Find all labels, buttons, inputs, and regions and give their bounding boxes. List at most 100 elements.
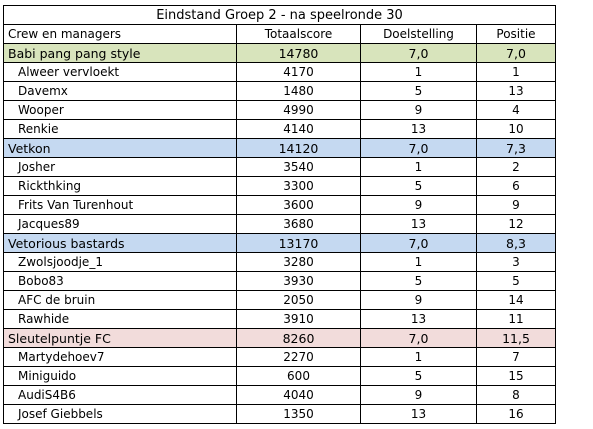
player-row: Miniguido 600 5 15 — [3, 366, 556, 386]
player-row: AudiS4B6 4040 9 8 — [3, 385, 556, 405]
player-score: 3540 — [236, 157, 361, 177]
player-score: 3300 — [236, 176, 361, 196]
team-score: 14780 — [236, 43, 361, 63]
player-row: Renkie 4140 13 10 — [3, 119, 556, 139]
team-score: 14120 — [236, 138, 361, 158]
player-row: Rickthking 3300 5 6 — [3, 176, 556, 196]
player-position: 12 — [476, 214, 556, 234]
player-name: AFC de bruin — [3, 290, 237, 310]
team-row: Vetkon 14120 7,0 7,3 — [3, 138, 556, 158]
player-score: 4040 — [236, 385, 361, 405]
player-name: Rawhide — [3, 309, 237, 329]
player-score: 4170 — [236, 62, 361, 82]
player-position: 1 — [476, 62, 556, 82]
player-row: Josef Giebbels 1350 13 16 — [3, 404, 556, 424]
player-row: Zwolsjoodje_1 3280 1 3 — [3, 252, 556, 272]
player-goal: 5 — [360, 271, 477, 291]
player-name: Bobo83 — [3, 271, 237, 291]
player-row: Bobo83 3930 5 5 — [3, 271, 556, 291]
player-position: 9 — [476, 195, 556, 215]
team-name: Babi pang pang style — [3, 43, 237, 63]
player-score: 3280 — [236, 252, 361, 272]
player-row: Alweer vervloekt 4170 1 1 — [3, 62, 556, 82]
team-score: 8260 — [236, 328, 361, 348]
header-position: Positie — [476, 24, 556, 44]
player-name: Alweer vervloekt — [3, 62, 237, 82]
team-row: Babi pang pang style 14780 7,0 7,0 — [3, 43, 556, 63]
player-row: Wooper 4990 9 4 — [3, 100, 556, 120]
team-name: Vetorious bastards — [3, 233, 237, 253]
player-score: 2270 — [236, 347, 361, 367]
player-position: 13 — [476, 81, 556, 101]
player-row: Josher 3540 1 2 — [3, 157, 556, 177]
team-goal: 7,0 — [360, 328, 477, 348]
player-name: Miniguido — [3, 366, 237, 386]
player-row: Davemx 1480 5 13 — [3, 81, 556, 101]
player-goal: 1 — [360, 252, 477, 272]
player-name: Jacques89 — [3, 214, 237, 234]
player-position: 7 — [476, 347, 556, 367]
standings-table: Eindstand Groep 2 - na speelronde 30 Cre… — [3, 5, 556, 424]
player-score: 3930 — [236, 271, 361, 291]
title-row: Eindstand Groep 2 - na speelronde 30 — [3, 5, 556, 25]
player-score: 3600 — [236, 195, 361, 215]
player-position: 10 — [476, 119, 556, 139]
team-position: 11,5 — [476, 328, 556, 348]
player-name: Zwolsjoodje_1 — [3, 252, 237, 272]
player-goal: 13 — [360, 404, 477, 424]
player-score: 1350 — [236, 404, 361, 424]
player-position: 3 — [476, 252, 556, 272]
team-row: Vetorious bastards 13170 7,0 8,3 — [3, 233, 556, 253]
player-row: Rawhide 3910 13 11 — [3, 309, 556, 329]
player-position: 2 — [476, 157, 556, 177]
player-score: 2050 — [236, 290, 361, 310]
player-position: 11 — [476, 309, 556, 329]
player-goal: 9 — [360, 195, 477, 215]
header-row: Crew en managers Totaalscore Doelstellin… — [3, 24, 556, 44]
team-row: Sleutelpuntje FC 8260 7,0 11,5 — [3, 328, 556, 348]
table-title: Eindstand Groep 2 - na speelronde 30 — [3, 5, 556, 25]
player-row: Frits Van Turenhout 3600 9 9 — [3, 195, 556, 215]
player-position: 5 — [476, 271, 556, 291]
player-goal: 5 — [360, 366, 477, 386]
player-row: AFC de bruin 2050 9 14 — [3, 290, 556, 310]
player-position: 14 — [476, 290, 556, 310]
player-name: Rickthking — [3, 176, 237, 196]
player-name: Josher — [3, 157, 237, 177]
team-goal: 7,0 — [360, 233, 477, 253]
header-goal: Doelstelling — [360, 24, 477, 44]
player-goal: 13 — [360, 119, 477, 139]
player-name: Wooper — [3, 100, 237, 120]
team-goal: 7,0 — [360, 138, 477, 158]
player-name: Martydehoev7 — [3, 347, 237, 367]
team-position: 8,3 — [476, 233, 556, 253]
player-score: 600 — [236, 366, 361, 386]
player-score: 4140 — [236, 119, 361, 139]
header-name: Crew en managers — [3, 24, 237, 44]
player-score: 1480 — [236, 81, 361, 101]
player-position: 16 — [476, 404, 556, 424]
player-goal: 1 — [360, 347, 477, 367]
player-score: 3910 — [236, 309, 361, 329]
player-row: Jacques89 3680 13 12 — [3, 214, 556, 234]
team-name: Vetkon — [3, 138, 237, 158]
player-goal: 1 — [360, 157, 477, 177]
team-position: 7,3 — [476, 138, 556, 158]
player-goal: 1 — [360, 62, 477, 82]
player-name: Frits Van Turenhout — [3, 195, 237, 215]
player-name: Josef Giebbels — [3, 404, 237, 424]
player-row: Martydehoev7 2270 1 7 — [3, 347, 556, 367]
player-name: AudiS4B6 — [3, 385, 237, 405]
player-goal: 13 — [360, 309, 477, 329]
team-goal: 7,0 — [360, 43, 477, 63]
player-goal: 5 — [360, 81, 477, 101]
player-position: 6 — [476, 176, 556, 196]
player-goal: 5 — [360, 176, 477, 196]
player-goal: 13 — [360, 214, 477, 234]
player-goal: 9 — [360, 385, 477, 405]
player-goal: 9 — [360, 100, 477, 120]
player-score: 4990 — [236, 100, 361, 120]
team-position: 7,0 — [476, 43, 556, 63]
player-position: 4 — [476, 100, 556, 120]
player-score: 3680 — [236, 214, 361, 234]
